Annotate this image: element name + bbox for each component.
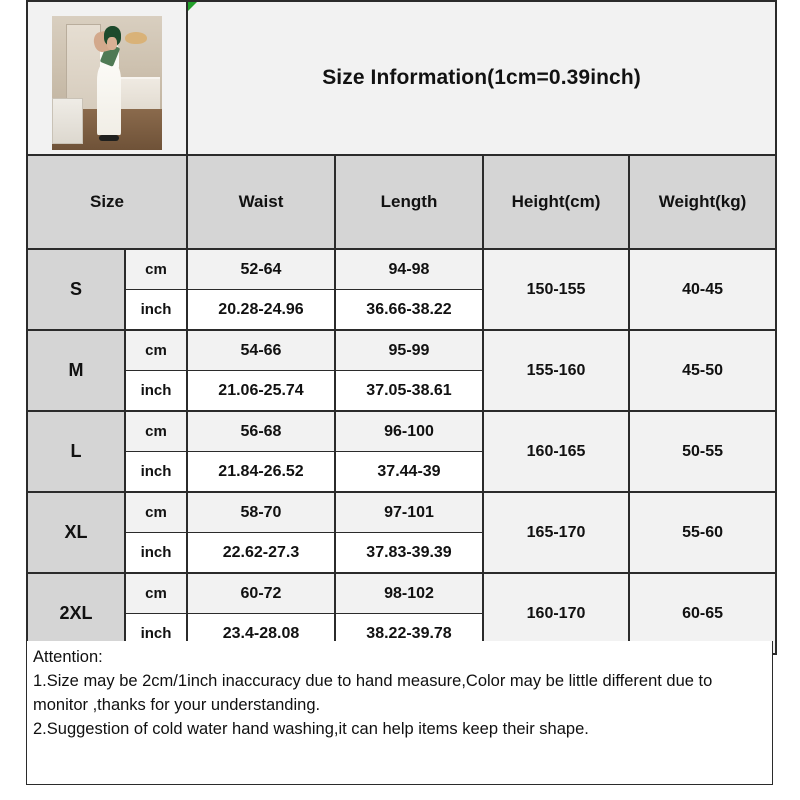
unit-label-inch: inch <box>124 370 188 412</box>
table-row: M cm 54-66 95-99 155-160 45-50 <box>26 329 778 412</box>
waist-cm: 56-68 <box>186 410 336 452</box>
weight-value: 40-45 <box>627 248 778 331</box>
unit-label-cm: cm <box>124 410 188 452</box>
photo-lamp <box>124 31 147 44</box>
length-cm: 96-100 <box>334 410 484 452</box>
page-title: Size Information(1cm=0.39inch) <box>322 66 641 89</box>
size-label: S <box>26 248 126 331</box>
header-length: Length <box>334 154 484 250</box>
product-photo <box>52 15 162 150</box>
header-weight: Weight(kg) <box>627 154 778 250</box>
table-row: S cm 52-64 94-98 150-155 40-45 <box>26 248 778 331</box>
size-label: XL <box>26 491 126 574</box>
length-cm: 97-101 <box>334 491 484 533</box>
height-value: 160-165 <box>482 410 630 493</box>
green-corner-marker-icon <box>188 2 197 11</box>
weight-value: 55-60 <box>627 491 778 574</box>
title-cell: Size Information(1cm=0.39inch) <box>185 0 778 156</box>
banner-row: Size Information(1cm=0.39inch) <box>26 0 778 156</box>
product-photo-cell <box>26 0 188 156</box>
waist-inch: 21.06-25.74 <box>186 370 336 412</box>
length-cm: 95-99 <box>334 329 484 371</box>
height-value: 155-160 <box>482 329 630 412</box>
photo-model-shoes <box>99 134 120 142</box>
waist-cm: 58-70 <box>186 491 336 533</box>
unit-label-cm: cm <box>124 491 188 533</box>
attention-line-1: 1.Size may be 2cm/1inch inaccuracy due t… <box>33 672 713 714</box>
waist-cm: 60-72 <box>186 572 336 614</box>
waist-inch: 20.28-24.96 <box>186 289 336 331</box>
photo-model-pants <box>97 65 122 135</box>
table-row: inch 22.62-27.3 37.83-39.39 <box>27 532 776 574</box>
unit-label-inch: inch <box>124 532 188 574</box>
attention-note-box: Attention: 1.Size may be 2cm/1inch inacc… <box>26 641 773 785</box>
unit-label-cm: cm <box>124 329 188 371</box>
header-size: Size <box>26 154 188 250</box>
table-row: inch 20.28-24.96 36.66-38.22 <box>27 289 776 331</box>
column-header-row: Size Waist Length Height(cm) Weight(kg) <box>26 154 778 250</box>
unit-label-inch: inch <box>124 451 188 493</box>
attention-line-2: 2.Suggestion of cold water hand washing,… <box>33 720 589 738</box>
weight-value: 50-55 <box>627 410 778 493</box>
unit-label-cm: cm <box>124 572 188 614</box>
photo-chair <box>52 97 83 145</box>
unit-label-inch: inch <box>124 289 188 331</box>
waist-cm: 54-66 <box>186 329 336 371</box>
waist-cm: 52-64 <box>186 248 336 290</box>
length-inch: 37.44-39 <box>334 451 484 493</box>
table-row: 2XL cm 60-72 98-102 160-170 60-65 <box>26 572 778 655</box>
photo-model-face <box>107 36 117 51</box>
length-inch: 37.05-38.61 <box>334 370 484 412</box>
header-waist: Waist <box>186 154 336 250</box>
size-label: 2XL <box>26 572 126 655</box>
size-label: M <box>26 329 126 412</box>
length-cm: 94-98 <box>334 248 484 290</box>
length-inch: 37.83-39.39 <box>334 532 484 574</box>
waist-inch: 21.84-26.52 <box>186 451 336 493</box>
waist-inch: 22.62-27.3 <box>186 532 336 574</box>
size-information-table: Size Information(1cm=0.39inch) Size Wais… <box>26 0 778 655</box>
height-value: 150-155 <box>482 248 630 331</box>
table-row: inch 21.84-26.52 37.44-39 <box>27 451 776 493</box>
length-inch: 36.66-38.22 <box>334 289 484 331</box>
header-height: Height(cm) <box>482 154 630 250</box>
unit-label-cm: cm <box>124 248 188 290</box>
height-value: 165-170 <box>482 491 630 574</box>
weight-value: 45-50 <box>627 329 778 412</box>
attention-heading: Attention: <box>33 648 103 666</box>
weight-value: 60-65 <box>627 572 778 655</box>
table-row: inch 21.06-25.74 37.05-38.61 <box>27 370 776 412</box>
length-cm: 98-102 <box>334 572 484 614</box>
table-row: L cm 56-68 96-100 160-165 50-55 <box>26 410 778 493</box>
table-row: XL cm 58-70 97-101 165-170 55-60 <box>26 491 778 574</box>
size-label: L <box>26 410 126 493</box>
